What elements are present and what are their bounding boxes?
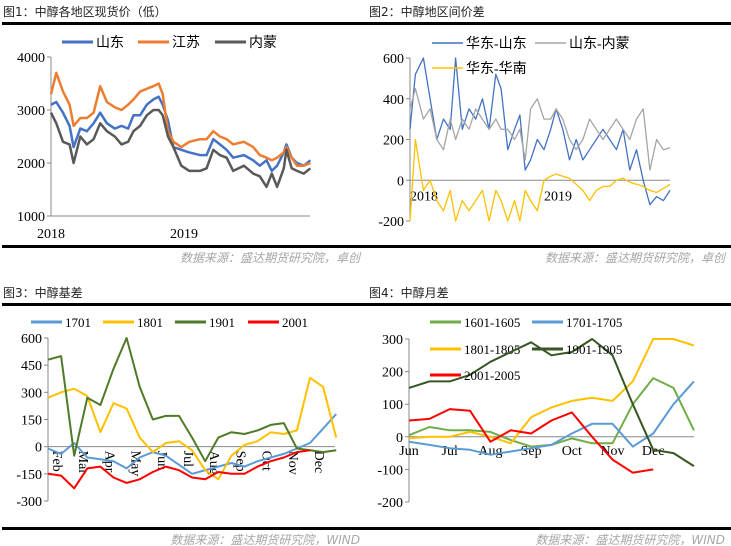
x-tick-label: 2019 [544, 189, 572, 204]
divider [365, 527, 731, 530]
y-tick-label: 0 [396, 431, 403, 446]
y-tick-label: 300 [382, 333, 403, 348]
y-tick-label: 100 [382, 398, 403, 413]
x-tick-label: Feb [49, 451, 64, 472]
legend-label: 1701-1705 [566, 315, 622, 330]
divider [365, 303, 731, 306]
legend-label: 山东-内蒙 [569, 36, 630, 52]
series-line-1701 [47, 413, 337, 475]
y-tick-label: 450 [21, 359, 42, 374]
legend-label: 1801 [137, 315, 163, 330]
divider [365, 22, 731, 25]
legend-label: 华东-山东 [466, 36, 527, 52]
chart1-source: 数据来源：盛达期货研究院，卓创 [179, 251, 360, 265]
legend-label: 1601-1605 [464, 315, 520, 330]
y-tick-label: 2000 [17, 157, 45, 172]
y-tick-label: 200 [382, 366, 403, 381]
x-tick-label: Nov [285, 451, 300, 475]
legend-label: 1901-1905 [566, 342, 622, 357]
series-line-1801-1805 [408, 338, 695, 445]
y-tick-label: -300 [16, 495, 42, 510]
x-tick-label: Jun [399, 444, 418, 459]
legend-label: 1901 [209, 315, 235, 330]
series-line-2001 [47, 449, 311, 490]
y-tick-label: -150 [16, 468, 42, 483]
x-tick-label: Dec [311, 451, 326, 474]
x-tick-label: Dec [642, 444, 665, 459]
x-tick-label: Jul [180, 451, 195, 467]
series-line-江苏 [49, 71, 311, 167]
y-tick-label: -200 [377, 496, 403, 511]
x-tick-label: Oct [562, 444, 582, 459]
divider [365, 245, 731, 248]
chart4-source: 数据来源：盛达期货研究院，WIND [535, 533, 725, 546]
chart2-title: 图2：中醇地区间价差 [369, 5, 485, 19]
y-tick-label: -100 [377, 463, 403, 478]
y-tick-label: 1000 [17, 210, 45, 225]
chart1-title: 图1：中醇各地区现货价（低） [3, 5, 167, 19]
y-tick-label: 300 [21, 386, 42, 401]
chart2-source: 数据来源：盛达期货研究院，卓创 [544, 251, 725, 265]
legend-label: 2001-2005 [464, 368, 520, 383]
y-tick-label: 0 [35, 441, 42, 456]
series-line-1901 [47, 337, 337, 463]
y-tick-label: 600 [21, 332, 42, 347]
chart3-source: 数据来源：盛达期货研究院，WIND [170, 533, 360, 546]
divider [2, 303, 365, 306]
y-tick-label: -200 [378, 215, 404, 230]
series-line-内蒙 [49, 108, 312, 189]
legend-label: 2001 [282, 315, 308, 330]
chart4-title: 图4：中醇月差 [369, 286, 449, 300]
x-tick-label: Apr [101, 451, 116, 473]
series-line-1901-1905 [408, 338, 695, 467]
series-line-2001-2005 [408, 408, 654, 474]
x-tick-label: Jul [442, 444, 458, 459]
chart3-title: 图3：中醇基差 [3, 286, 83, 300]
divider [2, 22, 365, 25]
x-tick-label: 2018 [37, 227, 65, 242]
legend-label: 内蒙 [249, 35, 277, 51]
x-tick-label: May [128, 451, 143, 477]
divider [2, 245, 365, 248]
x-tick-label: 2019 [170, 227, 198, 242]
y-tick-label: 200 [383, 134, 404, 149]
y-tick-label: 600 [383, 52, 404, 67]
x-tick-label: 2018 [410, 189, 438, 204]
series-line-1701-1705 [408, 380, 695, 456]
y-tick-label: 0 [397, 174, 404, 189]
legend-label: 华东-华南 [466, 61, 527, 77]
y-tick-label: 400 [383, 93, 404, 108]
legend-label: 1801-1805 [464, 342, 520, 357]
y-tick-label: 3000 [17, 104, 45, 119]
legend-label: 山东 [96, 35, 124, 51]
legend-label: 江苏 [172, 35, 200, 51]
series-line-山东-内蒙 [409, 87, 671, 171]
x-tick-label: Oct [259, 451, 274, 471]
series-line-华东-山东 [409, 57, 671, 206]
series-line-华东-华南 [409, 138, 671, 222]
x-tick-label: Nov [600, 444, 624, 459]
x-tick-label: Aug [478, 444, 502, 459]
y-tick-label: 150 [21, 414, 42, 429]
legend-label: 1701 [65, 315, 91, 330]
divider [2, 527, 365, 530]
x-tick-label: Mar [75, 451, 90, 475]
y-tick-label: 4000 [17, 51, 45, 66]
